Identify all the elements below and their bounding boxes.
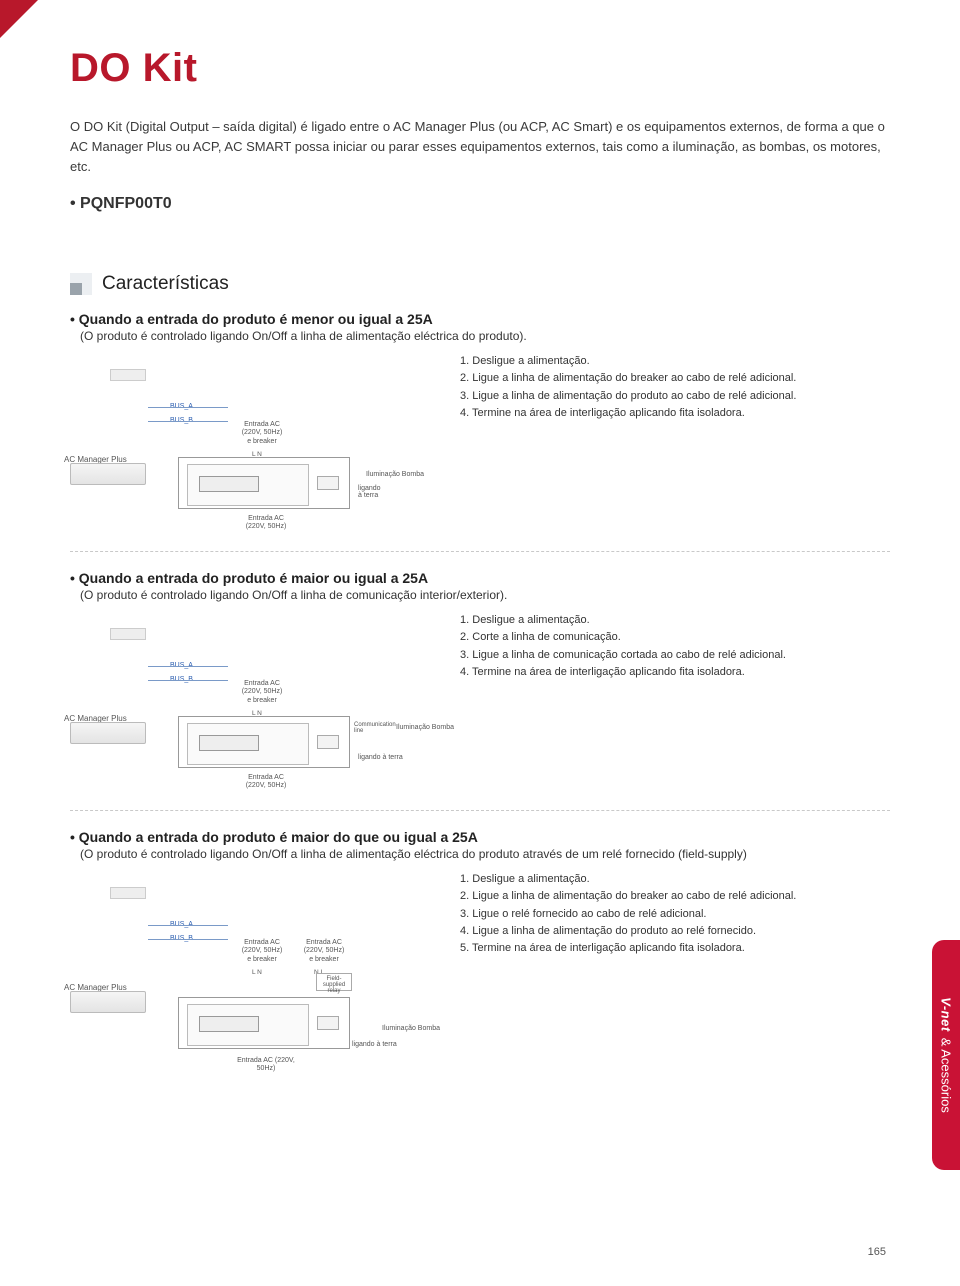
diagram-top-block	[110, 887, 146, 899]
board-connector	[317, 1016, 339, 1030]
board-connector	[317, 476, 339, 490]
ground-label: ligando à terra	[358, 485, 381, 499]
ac-input2-label: Entrada AC (220V, 50Hz) e breaker	[298, 939, 350, 963]
step-item: Ligue a linha de alimentação do breaker …	[460, 888, 890, 905]
ground-label: ligando à terra	[352, 1041, 397, 1048]
model-number: • PQNFP00T0	[70, 195, 890, 213]
section1-diagram: BUS_A BUS_B Entrada AC (220V, 50Hz) e br…	[70, 353, 430, 535]
features-heading: Características	[70, 273, 890, 295]
diagram-top-block	[110, 369, 146, 381]
section2-row: BUS_A BUS_B Entrada AC (220V, 50Hz) e br…	[70, 612, 890, 794]
side-tab-brand: V-net	[939, 997, 954, 1032]
section1-sub: (O produto é controlado ligando On/Off a…	[80, 329, 890, 343]
page-content: DO Kit O DO Kit (Digital Output – saída …	[0, 0, 960, 1123]
step-item: Ligue o relé fornecido ao cabo de relé a…	[460, 906, 890, 923]
step-item: Ligue a linha de comunicação cortada ao …	[460, 647, 890, 664]
acm-box	[70, 991, 146, 1013]
section3-head: • Quando a entrada do produto é maior do…	[70, 829, 890, 845]
ac-below-label: Entrada AC (220V, 50Hz)	[236, 515, 296, 531]
step-item: Desligue a alimentação.	[460, 871, 890, 888]
ac-input-label: Entrada AC (220V, 50Hz) e breaker	[236, 421, 288, 445]
acm-box	[70, 722, 146, 744]
field-relay: Field- supplied relay	[316, 973, 352, 991]
section1-steps: Desligue a alimentação. Ligue a linha de…	[460, 353, 890, 421]
side-tab: V-net & Acessórios	[932, 940, 960, 1170]
outputs-label: Iluminação Bomba	[382, 1025, 440, 1032]
section2-diagram: BUS_A BUS_B Entrada AC (220V, 50Hz) e br…	[70, 612, 430, 794]
section1-row: BUS_A BUS_B Entrada AC (220V, 50Hz) e br…	[70, 353, 890, 535]
do-kit-board	[178, 716, 350, 768]
bus-a-line	[148, 925, 228, 926]
features-heading-label: Características	[102, 273, 229, 295]
step-item: Desligue a alimentação.	[460, 612, 890, 629]
section3-steps: Desligue a alimentação. Ligue a linha de…	[460, 871, 890, 956]
board-chip	[199, 476, 259, 492]
section2-steps: Desligue a alimentação. Corte a linha de…	[460, 612, 890, 680]
section1-head: • Quando a entrada do produto é menor ou…	[70, 311, 890, 327]
side-tab-rest: & Acessórios	[939, 1038, 954, 1113]
outputs-label: Iluminação Bomba	[366, 471, 424, 478]
bus-a-line	[148, 666, 228, 667]
page-number: 165	[868, 1246, 886, 1258]
page-title: DO Kit	[70, 46, 890, 91]
section3-row: BUS_A BUS_B Entrada AC (220V, 50Hz) e br…	[70, 871, 890, 1083]
step-item: Ligue a linha de alimentação do breaker …	[460, 370, 890, 387]
step-item: Desligue a alimentação.	[460, 353, 890, 370]
step-item: Termine na área de interligação aplicand…	[460, 664, 890, 681]
step-item: Ligue a linha de alimentação do produto …	[460, 923, 890, 940]
step-item: Corte a linha de comunicação.	[460, 629, 890, 646]
step-item: Termine na área de interligação aplicand…	[460, 940, 890, 957]
intro-paragraph: O DO Kit (Digital Output – saída digital…	[70, 117, 890, 177]
ac-input-label: Entrada AC (220V, 50Hz) e breaker	[236, 680, 288, 704]
board-connector	[317, 735, 339, 749]
section-divider	[70, 810, 890, 811]
diagram-top-block	[110, 628, 146, 640]
section3-sub: (O produto é controlado ligando On/Off a…	[80, 847, 890, 861]
board-chip	[199, 735, 259, 751]
section3-diagram: BUS_A BUS_B Entrada AC (220V, 50Hz) e br…	[70, 871, 430, 1083]
bus-a-line	[148, 407, 228, 408]
ground-label: ligando à terra	[358, 754, 403, 761]
section2-head: • Quando a entrada do produto é maior ou…	[70, 570, 890, 586]
outputs-label: Iluminação Bomba	[396, 724, 454, 731]
section2-sub: (O produto é controlado ligando On/Off a…	[80, 588, 890, 602]
section-divider	[70, 551, 890, 552]
bus-b-line	[148, 939, 228, 940]
acm-box	[70, 463, 146, 485]
ac-below-label: Entrada AC (220V, 50Hz)	[236, 1057, 296, 1073]
bus-b-line	[148, 680, 228, 681]
comm-line-label: Communication line	[354, 722, 396, 734]
step-item: Ligue a linha de alimentação do produto …	[460, 388, 890, 405]
step-item: Termine na área de interligação aplicand…	[460, 405, 890, 422]
bus-b-line	[148, 421, 228, 422]
board-chip	[199, 1016, 259, 1032]
do-kit-board	[178, 997, 350, 1049]
features-icon	[70, 273, 92, 295]
do-kit-board	[178, 457, 350, 509]
corner-accent	[0, 0, 38, 38]
ac-below-label: Entrada AC (220V, 50Hz)	[236, 774, 296, 790]
ac-input-label: Entrada AC (220V, 50Hz) e breaker	[236, 939, 288, 963]
ln-label: L N	[252, 969, 262, 976]
